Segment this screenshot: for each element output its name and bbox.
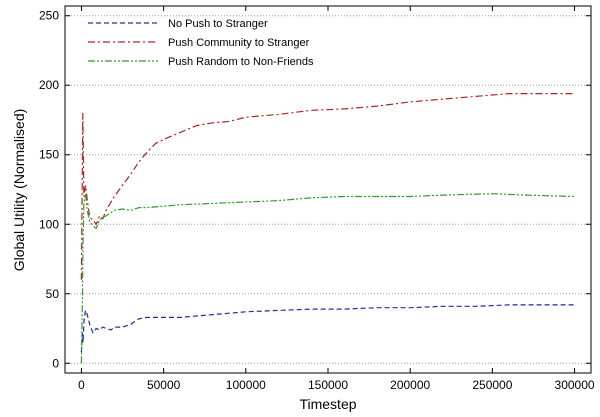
series-line-2	[80, 193, 575, 364]
x-tick-label: 200000	[390, 378, 430, 392]
series-lines	[80, 93, 575, 364]
plot-frame	[64, 5, 592, 374]
legend: No Push to Stranger Push Community to Str…	[88, 18, 314, 68]
x-tick-label: 300000	[555, 378, 595, 392]
y-axis-title: Global Utility (Normalised)	[11, 109, 27, 272]
series-line-1	[80, 93, 575, 280]
legend-label: Push Random to Non-Friends	[168, 56, 314, 68]
x-tick-label: 250000	[472, 378, 512, 392]
x-tick-label: 50000	[147, 378, 181, 392]
x-tick-label: 0	[78, 378, 85, 392]
y-tick-label: 100	[39, 217, 59, 231]
legend-label: No Push to Stranger	[168, 18, 268, 30]
x-axis-title: Timestep	[299, 396, 356, 412]
y-tick-label: 250	[39, 9, 59, 23]
x-axis-ticks: 0 50000 100000 150000 200000 250000 300000	[78, 6, 595, 392]
y-tick-label: 150	[39, 148, 59, 162]
y-tick-label: 50	[46, 287, 60, 301]
legend-label: Push Community to Stranger	[168, 37, 310, 49]
y-tick-label: 0	[52, 356, 59, 370]
x-tick-label: 150000	[308, 378, 348, 392]
series-line-0	[80, 304, 575, 353]
gridlines	[65, 15, 591, 364]
y-axis-ticks: 0 50 100 150 200 250	[39, 9, 591, 370]
x-tick-label: 100000	[226, 378, 266, 392]
y-tick-label: 200	[39, 78, 59, 92]
